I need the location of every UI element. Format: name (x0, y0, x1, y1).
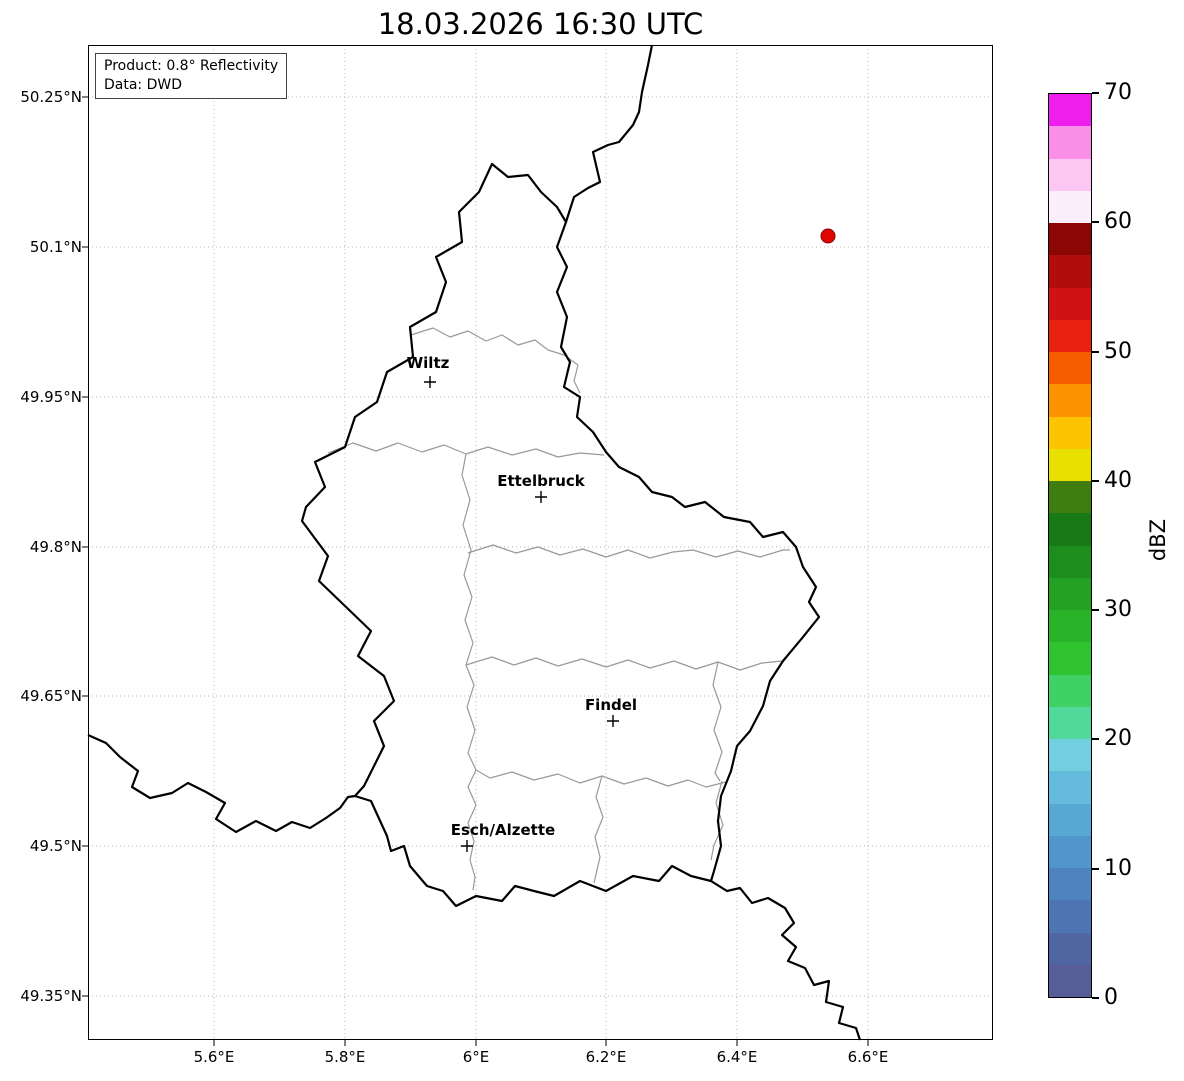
colorbar-tick-mark (1092, 997, 1099, 999)
plot-frame (88, 45, 993, 1040)
colorbar-segment (1049, 706, 1091, 739)
city-wiltz: Wiltz (407, 354, 450, 388)
radar-location-dot (820, 228, 836, 244)
y-axis-tick-label: 49.8°N (29, 538, 82, 556)
cities: Wiltz Ettelbruck Findel Esch/Alzette (407, 354, 637, 852)
border-france-germany (710, 880, 862, 1041)
border-belgium-germany (564, 44, 654, 223)
x-axis-tick-label: 6°E (462, 1048, 490, 1066)
colorbar-tick-mark (1092, 868, 1099, 870)
colorbar-segment (1049, 190, 1091, 223)
colorbar-tick-label: 70 (1104, 80, 1132, 105)
canton-border (563, 354, 581, 394)
colorbar-tick-label: 0 (1104, 985, 1118, 1010)
colorbar-segment (1049, 448, 1091, 481)
colorbar-segment (1049, 610, 1091, 643)
colorbar-segment (1049, 545, 1091, 578)
colorbar-segment (1049, 964, 1091, 997)
y-axis-tick-label: 50.1°N (29, 238, 82, 256)
colorbar-segment (1049, 513, 1091, 546)
canton-border (593, 775, 604, 884)
city-ettelbruck: Ettelbruck (497, 472, 586, 503)
info-source: Data: DWD (104, 77, 182, 93)
colorbar-tick-label: 30 (1104, 597, 1132, 622)
y-axis-tick-label: 49.5°N (29, 837, 82, 855)
colorbar-unit-label: dBZ (1146, 518, 1170, 562)
info-product: Product: 0.8° Reflectivity (104, 58, 279, 74)
y-axis-tick-label: 49.65°N (20, 687, 82, 705)
canton-border (465, 656, 783, 671)
info-box: Product: 0.8° Reflectivity Data: DWD (95, 53, 288, 99)
x-axis-tick-label: 5.6°E (193, 1048, 235, 1066)
colorbar-tick-label: 50 (1104, 339, 1132, 364)
colorbar-segment (1049, 481, 1091, 514)
colorbar-segment (1049, 932, 1091, 965)
colorbar-segment (1049, 674, 1091, 707)
plot-title: 18.03.2026 16:30 UTC (377, 7, 704, 41)
colorbar-tick-mark (1092, 221, 1099, 223)
border-luxembourg (300, 162, 821, 908)
colorbar-tick-label: 60 (1104, 209, 1132, 234)
colorbar-segment (1049, 739, 1091, 772)
colorbar-segment (1049, 416, 1091, 449)
x-axis-tick-label: 6.2°E (585, 1048, 627, 1066)
colorbar-tick-mark (1092, 609, 1099, 611)
colorbar-segment (1049, 868, 1091, 901)
city-label: Wiltz (407, 354, 450, 372)
colorbar-segment (1049, 803, 1091, 836)
colorbar-tick-label: 20 (1104, 726, 1132, 751)
colorbar-segment (1049, 94, 1091, 127)
y-axis-tick-label: 49.95°N (20, 388, 82, 406)
colorbar-segment (1049, 771, 1091, 804)
colorbar-segment (1049, 223, 1091, 256)
canton-border (467, 769, 477, 891)
x-axis-tick-label: 5.8°E (324, 1048, 366, 1066)
axis-tick-marks (82, 96, 869, 1046)
city-label: Findel (585, 696, 637, 714)
y-axis-tick-label: 50.25°N (20, 88, 82, 106)
colorbar (1048, 93, 1092, 998)
city-label: Esch/Alzette (451, 821, 555, 839)
y-axis-tick-label: 49.35°N (20, 987, 82, 1005)
colorbar-tick-mark (1092, 738, 1099, 740)
border-france-belgium (87, 733, 356, 834)
canton-border (467, 544, 790, 559)
city-marker (461, 840, 473, 852)
colorbar-segment (1049, 352, 1091, 385)
colorbar-tick-label: 10 (1104, 856, 1132, 881)
map-plot: Wiltz Ettelbruck Findel Esch/Alzette (82, 44, 993, 1046)
canton-borders (327, 327, 790, 891)
canton-border (410, 327, 565, 356)
colorbar-tick-mark (1092, 92, 1099, 94)
colorbar-segment (1049, 255, 1091, 288)
colorbar-segment (1049, 577, 1091, 610)
country-borders (87, 44, 862, 1041)
x-axis-tick-label: 6.6°E (847, 1048, 889, 1066)
city-esch-alzette: Esch/Alzette (451, 821, 555, 852)
colorbar-segment (1049, 126, 1091, 159)
city-marker (535, 491, 547, 503)
colorbar-segment (1049, 900, 1091, 933)
colorbar-tick-label: 40 (1104, 468, 1132, 493)
canton-border (710, 661, 724, 861)
city-label: Ettelbruck (497, 472, 586, 490)
colorbar-tick-mark (1092, 480, 1099, 482)
gridlines (88, 45, 993, 1040)
colorbar-segment (1049, 287, 1091, 320)
x-axis-tick-label: 6.4°E (716, 1048, 758, 1066)
colorbar-segment (1049, 158, 1091, 191)
canton-border (461, 453, 477, 771)
city-findel: Findel (585, 696, 637, 727)
colorbar-segment (1049, 384, 1091, 417)
city-marker (424, 376, 436, 388)
city-marker (607, 715, 619, 727)
colorbar-segment (1049, 319, 1091, 352)
colorbar-segments (1049, 94, 1091, 997)
colorbar-tick-mark (1092, 351, 1099, 353)
colorbar-segment (1049, 642, 1091, 675)
colorbar-segment (1049, 835, 1091, 868)
